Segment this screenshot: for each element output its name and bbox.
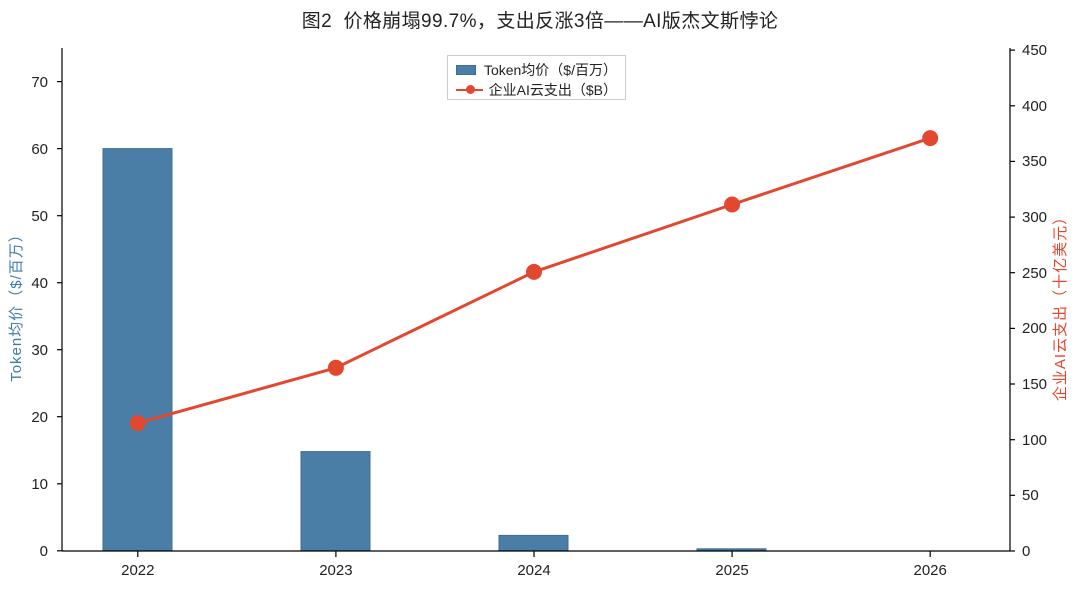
svg-text:2025: 2025 bbox=[715, 562, 748, 579]
svg-text:200: 200 bbox=[1022, 320, 1047, 337]
svg-text:2022: 2022 bbox=[121, 562, 154, 579]
svg-text:70: 70 bbox=[31, 74, 48, 91]
svg-text:250: 250 bbox=[1022, 265, 1047, 282]
svg-text:150: 150 bbox=[1022, 376, 1047, 393]
svg-text:0: 0 bbox=[1022, 543, 1030, 560]
svg-text:20: 20 bbox=[31, 409, 48, 426]
svg-text:60: 60 bbox=[31, 141, 48, 158]
svg-text:400: 400 bbox=[1022, 98, 1047, 115]
svg-text:2024: 2024 bbox=[517, 562, 550, 579]
svg-text:30: 30 bbox=[31, 342, 48, 359]
svg-text:300: 300 bbox=[1022, 209, 1047, 226]
svg-text:450: 450 bbox=[1022, 42, 1047, 59]
svg-text:40: 40 bbox=[31, 275, 48, 292]
svg-text:2023: 2023 bbox=[319, 562, 352, 579]
svg-text:50: 50 bbox=[31, 208, 48, 225]
svg-text:10: 10 bbox=[31, 476, 48, 493]
svg-text:0: 0 bbox=[40, 543, 48, 560]
svg-text:350: 350 bbox=[1022, 153, 1047, 170]
svg-text:2026: 2026 bbox=[914, 562, 947, 579]
svg-text:100: 100 bbox=[1022, 432, 1047, 449]
svg-text:50: 50 bbox=[1022, 487, 1039, 504]
